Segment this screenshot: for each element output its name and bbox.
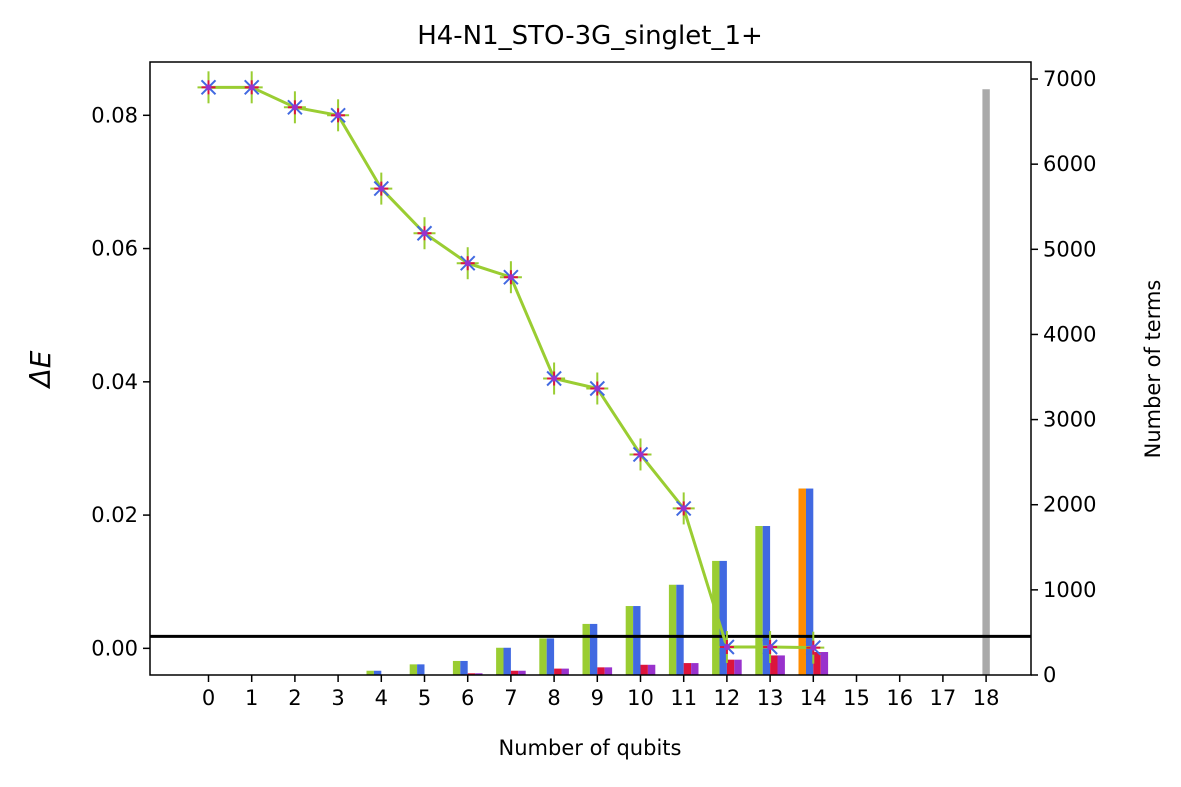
bar-series-2-q14 bbox=[813, 652, 820, 675]
bar-series-1-q9 bbox=[590, 624, 597, 675]
marker-dot bbox=[422, 230, 428, 236]
bar-series-1-q7 bbox=[504, 648, 511, 675]
y-axis-label-right: Number of terms bbox=[1141, 280, 1165, 459]
bar-series-3-q14 bbox=[821, 652, 828, 675]
x-tick-label: 16 bbox=[886, 686, 913, 710]
x-tick-label: 5 bbox=[418, 686, 431, 710]
x-tick-label: 10 bbox=[627, 686, 654, 710]
bar-series-0-q13 bbox=[755, 526, 762, 675]
bar-series-3-q9 bbox=[605, 667, 612, 675]
bar-series-0-q8 bbox=[539, 638, 546, 675]
x-tick-label: 15 bbox=[843, 686, 870, 710]
marker-dot bbox=[378, 186, 384, 192]
y-left-tick-label: 0.02 bbox=[91, 503, 138, 527]
marker-dot bbox=[249, 84, 255, 90]
bar-series-0-q5 bbox=[410, 664, 417, 675]
x-tick-label: 18 bbox=[973, 686, 1000, 710]
x-tick-label: 17 bbox=[930, 686, 957, 710]
bar-series-3-q10 bbox=[648, 665, 655, 675]
x-tick-label: 7 bbox=[504, 686, 517, 710]
bar-series-1-q8 bbox=[547, 638, 554, 675]
marker-dot bbox=[292, 104, 298, 110]
marker-dot bbox=[810, 645, 816, 651]
marker-dot bbox=[594, 385, 600, 391]
bar-series-2-q12 bbox=[727, 660, 734, 675]
x-axis-label: Number of qubits bbox=[499, 736, 682, 760]
x-tick-label: 2 bbox=[288, 686, 301, 710]
y-left-tick-label: 0.04 bbox=[91, 370, 138, 394]
y-right-tick-label: 5000 bbox=[1043, 237, 1096, 261]
y-right-tick-label: 6000 bbox=[1043, 152, 1096, 176]
x-tick-label: 11 bbox=[670, 686, 697, 710]
bar-series-2-q13 bbox=[770, 655, 777, 675]
bar-series-2-q9 bbox=[597, 667, 604, 675]
bar-series-0-q10 bbox=[626, 606, 633, 675]
x-tick-label: 4 bbox=[375, 686, 388, 710]
bar-series-1-q6 bbox=[460, 661, 467, 675]
x-tick-label: 6 bbox=[461, 686, 474, 710]
marker-dot bbox=[335, 112, 341, 118]
bar-series-5-q18 bbox=[982, 89, 989, 675]
bar-series-2-q10 bbox=[641, 665, 648, 675]
bar-series-1-q12 bbox=[720, 561, 727, 675]
x-tick-label: 13 bbox=[757, 686, 784, 710]
y-right-tick-label: 1000 bbox=[1043, 578, 1096, 602]
marker-dot bbox=[508, 274, 514, 280]
y-axis-label-left: ΔE bbox=[24, 350, 57, 389]
marker-dot bbox=[681, 505, 687, 511]
x-tick-label: 12 bbox=[714, 686, 741, 710]
bar-series-1-q5 bbox=[417, 664, 424, 675]
chart-title: H4-N1_STO-3G_singlet_1+ bbox=[417, 21, 763, 51]
x-tick-label: 0 bbox=[202, 686, 215, 710]
bar-series-1-q11 bbox=[676, 585, 683, 675]
bar-series-3-q8 bbox=[562, 669, 569, 675]
bar-series-3-q13 bbox=[778, 655, 785, 675]
bar-series-2-q8 bbox=[554, 669, 561, 675]
bar-series-0-q9 bbox=[583, 624, 590, 675]
y-left-tick-label: 0.00 bbox=[91, 636, 138, 660]
y-right-tick-label: 4000 bbox=[1043, 322, 1096, 346]
bar-series-0-q11 bbox=[669, 585, 676, 675]
marker-dot bbox=[465, 260, 471, 266]
y-right-tick-label: 0 bbox=[1043, 663, 1056, 687]
bar-series-3-q12 bbox=[734, 660, 741, 675]
bar-series-0-q7 bbox=[496, 648, 503, 675]
marker-dot bbox=[638, 451, 644, 457]
y-right-tick-label: 3000 bbox=[1043, 408, 1096, 432]
x-tick-label: 14 bbox=[800, 686, 827, 710]
x-tick-label: 1 bbox=[245, 686, 258, 710]
bar-series-2-q11 bbox=[684, 663, 691, 675]
x-tick-label: 9 bbox=[591, 686, 604, 710]
marker-dot bbox=[551, 375, 557, 381]
bar-series-1-q10 bbox=[633, 606, 640, 675]
marker-dot bbox=[206, 84, 212, 90]
x-tick-label: 8 bbox=[547, 686, 560, 710]
bar-series-0-q6 bbox=[453, 661, 460, 675]
y-right-tick-label: 7000 bbox=[1043, 67, 1096, 91]
y-right-tick-label: 2000 bbox=[1043, 493, 1096, 517]
bar-series-3-q11 bbox=[691, 663, 698, 675]
y-left-tick-label: 0.06 bbox=[91, 237, 138, 261]
marker-dot bbox=[724, 644, 730, 650]
marker-dot bbox=[767, 644, 773, 650]
x-tick-label: 3 bbox=[331, 686, 344, 710]
y-left-tick-label: 0.08 bbox=[91, 103, 138, 127]
